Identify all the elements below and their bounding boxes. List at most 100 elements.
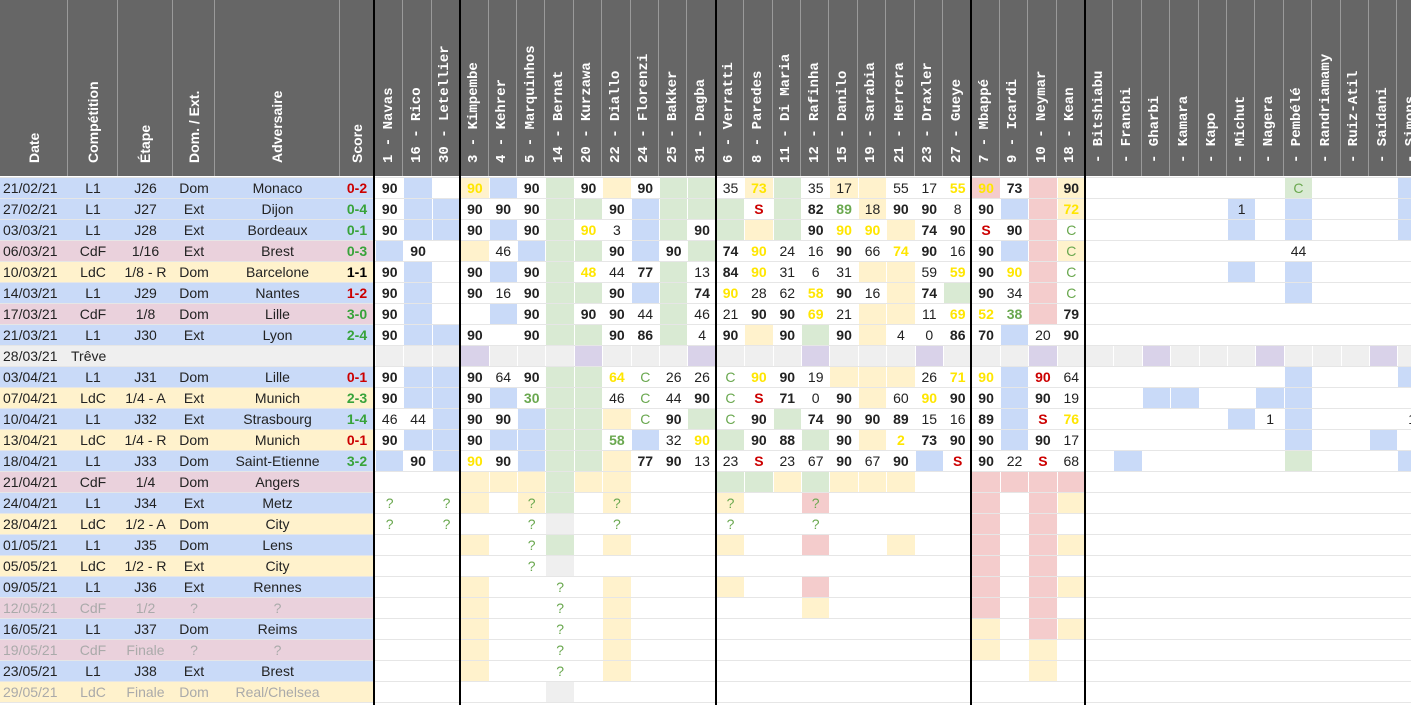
player-minutes-cell[interactable]: 90 <box>1057 178 1085 198</box>
player-minutes-cell[interactable] <box>1000 241 1029 261</box>
player-minutes-cell[interactable] <box>1370 304 1397 324</box>
player-minutes-cell[interactable] <box>830 472 858 492</box>
player-minutes-cell[interactable]: 90 <box>949 390 966 406</box>
player-minutes-cell[interactable]: 90 <box>1035 432 1051 448</box>
player-minutes-cell[interactable]: S <box>1038 453 1048 469</box>
player-minutes-cell[interactable] <box>490 682 517 702</box>
player-minutes-cell[interactable] <box>1228 430 1255 450</box>
player-minutes-cell[interactable] <box>887 619 914 639</box>
player-minutes-cell[interactable]: 90 <box>410 453 426 469</box>
player-minutes-cell[interactable]: 90 <box>978 453 994 469</box>
player-minutes-cell[interactable] <box>1284 409 1313 429</box>
match-date[interactable]: 28/04/21 <box>0 514 68 535</box>
player-minutes-cell[interactable]: 48 <box>580 264 597 280</box>
player-header[interactable]: - Michut <box>1227 0 1256 176</box>
player-minutes-cell[interactable] <box>1228 493 1255 513</box>
player-minutes-cell[interactable] <box>404 325 432 345</box>
player-minutes-cell[interactable] <box>1200 619 1227 639</box>
player-minutes-cell[interactable] <box>660 640 687 660</box>
player-minutes-cell[interactable]: 90 <box>467 411 483 427</box>
player-minutes-cell[interactable]: 90 <box>381 306 398 322</box>
column-header-date[interactable]: Date <box>0 0 68 176</box>
player-minutes-cell[interactable]: ? <box>442 495 451 511</box>
player-minutes-cell[interactable]: 21 <box>836 306 852 322</box>
player-minutes-cell[interactable]: 16 <box>864 285 881 301</box>
player-minutes-cell[interactable] <box>1171 304 1198 324</box>
player-minutes-cell[interactable]: 90 <box>921 201 938 217</box>
player-minutes-cell[interactable] <box>1029 241 1057 261</box>
player-minutes-cell[interactable]: 90 <box>381 432 398 448</box>
player-minutes-cell[interactable] <box>1086 640 1113 660</box>
player-minutes-cell[interactable] <box>1029 682 1056 702</box>
player-minutes-cell[interactable] <box>1114 577 1141 597</box>
player-minutes-cell[interactable] <box>632 556 659 576</box>
player-minutes-cell[interactable] <box>1171 577 1198 597</box>
player-minutes-cell[interactable] <box>1143 178 1170 198</box>
player-minutes-cell[interactable] <box>1256 304 1283 324</box>
player-minutes-cell[interactable] <box>1228 535 1255 555</box>
player-minutes-cell[interactable] <box>433 682 460 702</box>
player-minutes-cell[interactable] <box>574 367 603 387</box>
player-minutes-cell[interactable] <box>688 598 715 618</box>
player-minutes-cell[interactable] <box>1342 283 1369 303</box>
player-minutes-cell[interactable] <box>518 430 546 450</box>
player-minutes-cell[interactable] <box>1171 661 1198 681</box>
player-minutes-cell[interactable] <box>546 388 574 408</box>
player-minutes-cell[interactable]: 90 <box>637 180 654 196</box>
player-minutes-cell[interactable]: 64 <box>1063 369 1080 385</box>
player-minutes-cell[interactable] <box>632 661 659 681</box>
player-minutes-cell[interactable] <box>1143 220 1170 240</box>
player-minutes-cell[interactable]: 90 <box>381 222 398 238</box>
player-minutes-cell[interactable]: 73 <box>921 432 938 448</box>
player-minutes-cell[interactable]: 19 <box>807 369 824 385</box>
player-minutes-cell[interactable] <box>1057 346 1085 366</box>
player-minutes-cell[interactable] <box>1398 640 1411 660</box>
player-minutes-cell[interactable] <box>1200 661 1227 681</box>
player-minutes-cell[interactable] <box>461 514 488 534</box>
player-minutes-cell[interactable] <box>1284 199 1313 219</box>
match-date[interactable]: 05/05/21 <box>0 556 68 577</box>
player-minutes-cell[interactable] <box>1256 619 1283 639</box>
player-minutes-cell[interactable] <box>603 451 631 471</box>
player-minutes-cell[interactable] <box>1313 535 1340 555</box>
player-minutes-cell[interactable] <box>915 346 943 366</box>
player-minutes-cell[interactable] <box>1171 514 1198 534</box>
player-minutes-cell[interactable]: 64 <box>609 369 625 385</box>
player-minutes-cell[interactable] <box>1142 346 1171 366</box>
player-minutes-cell[interactable] <box>1284 262 1313 282</box>
player-minutes-cell[interactable] <box>432 220 461 240</box>
player-minutes-cell[interactable] <box>461 619 489 639</box>
player-minutes-cell[interactable]: ? <box>385 495 394 511</box>
player-minutes-cell[interactable] <box>1086 661 1113 681</box>
player-minutes-cell[interactable] <box>1342 178 1369 198</box>
player-minutes-cell[interactable] <box>603 472 631 492</box>
player-minutes-cell[interactable] <box>1342 451 1369 471</box>
player-header[interactable]: 20 - Kurzawa <box>574 0 603 176</box>
player-minutes-cell[interactable] <box>1200 409 1227 429</box>
player-minutes-cell[interactable] <box>1398 304 1411 324</box>
player-minutes-cell[interactable]: 90 <box>864 411 881 427</box>
match-date[interactable]: 23/05/21 <box>0 661 68 682</box>
player-minutes-cell[interactable] <box>830 661 857 681</box>
player-minutes-cell[interactable]: C <box>1066 264 1077 280</box>
player-minutes-cell[interactable]: 76 <box>1063 411 1080 427</box>
player-minutes-cell[interactable] <box>461 661 489 681</box>
player-minutes-cell[interactable] <box>1200 367 1227 387</box>
player-minutes-cell[interactable]: 74 <box>921 222 938 238</box>
player-minutes-cell[interactable] <box>830 535 857 555</box>
player-minutes-cell[interactable] <box>859 598 886 618</box>
player-minutes-cell[interactable]: 90 <box>609 243 625 259</box>
player-minutes-cell[interactable] <box>1370 514 1397 534</box>
player-minutes-cell[interactable] <box>660 661 687 681</box>
player-minutes-cell[interactable] <box>1029 493 1057 513</box>
player-minutes-cell[interactable] <box>660 556 687 576</box>
player-minutes-cell[interactable] <box>1228 451 1255 471</box>
player-minutes-cell[interactable] <box>1171 472 1198 492</box>
player-minutes-cell[interactable]: 0 <box>925 327 934 343</box>
player-minutes-cell[interactable] <box>717 598 744 618</box>
player-minutes-cell[interactable] <box>603 346 631 366</box>
player-minutes-cell[interactable] <box>1228 556 1255 576</box>
player-minutes-cell[interactable] <box>944 493 971 513</box>
player-minutes-cell[interactable] <box>802 661 829 681</box>
player-minutes-cell[interactable] <box>688 661 715 681</box>
